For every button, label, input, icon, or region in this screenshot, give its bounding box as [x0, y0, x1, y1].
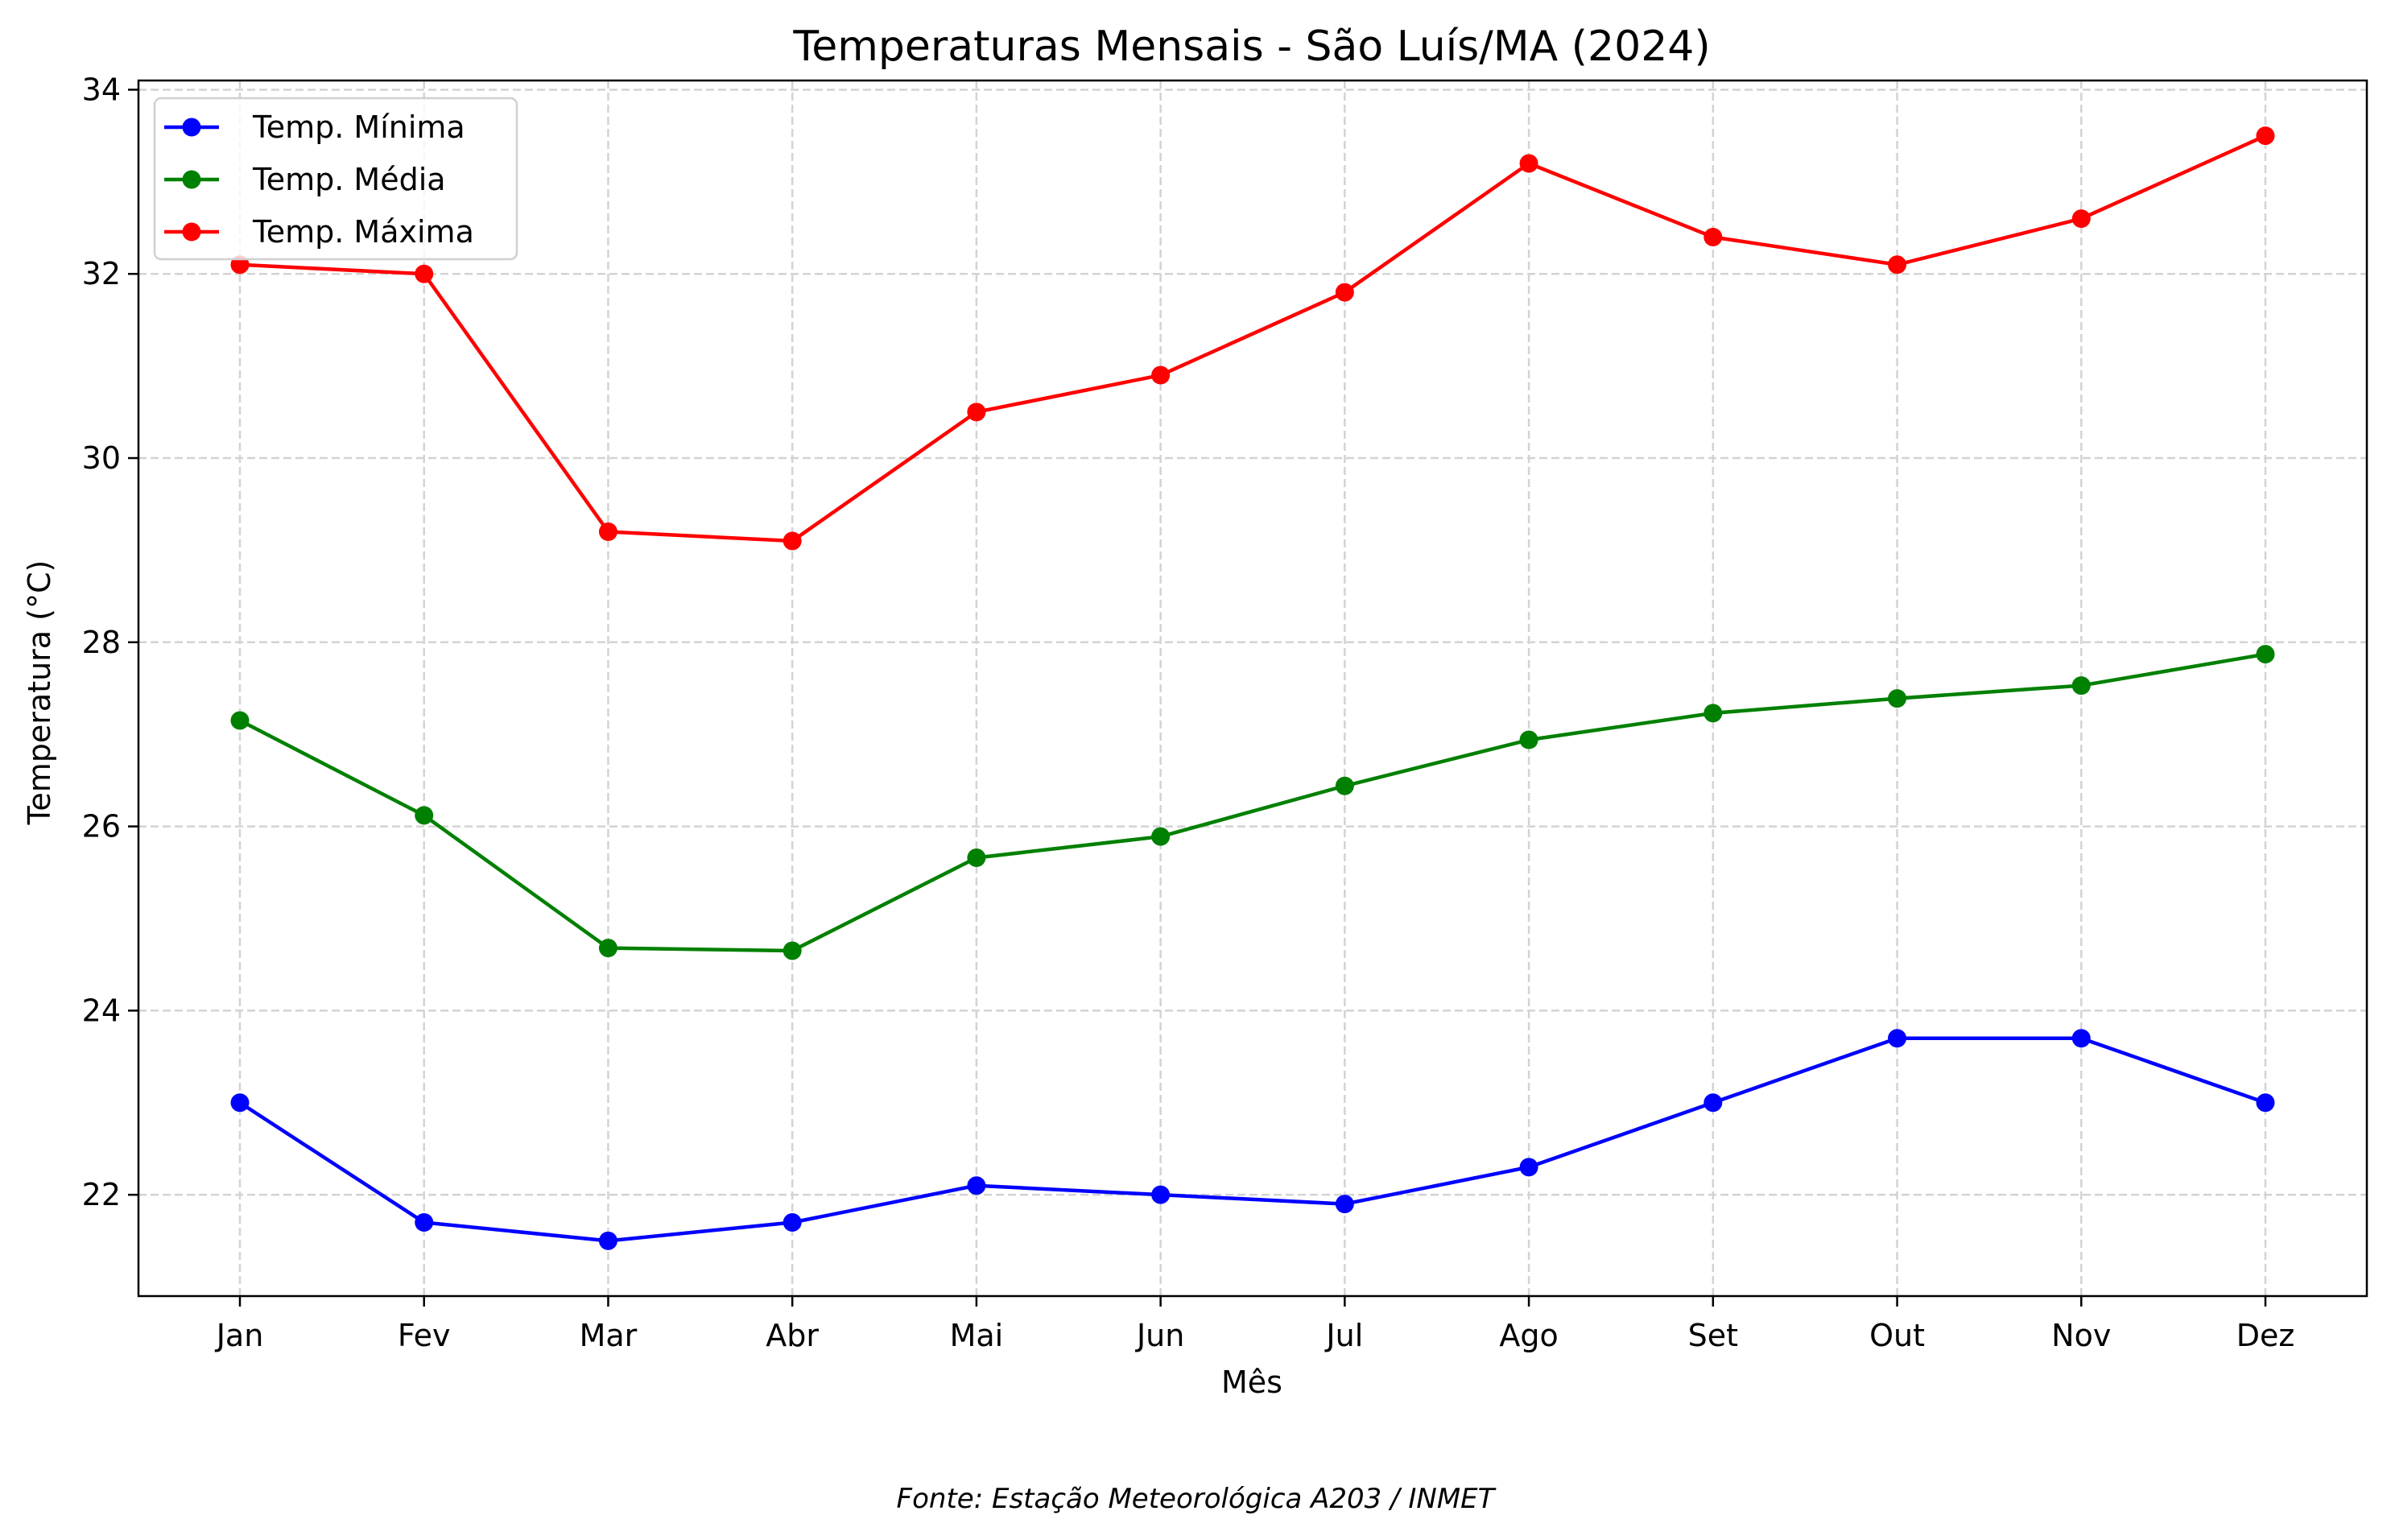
series-line	[238, 652, 2266, 953]
x-tick-label: Dez	[2236, 1318, 2295, 1353]
grid	[138, 81, 2367, 1296]
x-tick-label: Ago	[1499, 1318, 1558, 1353]
x-tick-label: Nov	[2051, 1318, 2111, 1353]
y-tick-label: 26	[82, 809, 121, 844]
chart-title: Temperaturas Mensais - São Luís/MA (2024…	[792, 23, 1710, 71]
data-point	[1519, 730, 1538, 749]
y-tick-label: 34	[82, 72, 121, 107]
y-tick-label: 30	[82, 440, 121, 476]
legend-marker-icon	[182, 170, 201, 189]
legend-item: Temp. Máxima	[164, 214, 474, 250]
x-tick-label: Fev	[398, 1318, 451, 1353]
data-point	[598, 939, 617, 958]
data-point	[2256, 645, 2275, 664]
x-tick-label: Abr	[766, 1318, 819, 1353]
series-maxima	[230, 126, 2275, 551]
legend-marker-icon	[182, 222, 201, 242]
data-point	[1335, 1195, 1354, 1214]
data-point	[1335, 776, 1354, 795]
y-tick-label: 28	[82, 625, 121, 660]
source-note: Fonte: Estação Meteorológica A203 / INME…	[897, 1483, 1497, 1515]
data-point	[1151, 827, 1171, 846]
data-point	[230, 1093, 250, 1113]
data-point	[598, 1231, 617, 1250]
x-tick-label: Out	[1869, 1318, 1925, 1353]
data-point	[415, 1212, 434, 1232]
data-point	[1888, 689, 1907, 708]
data-point	[1519, 1158, 1538, 1177]
legend-marker-icon	[182, 118, 201, 137]
data-point	[967, 403, 986, 422]
x-tick-label: Jan	[215, 1318, 264, 1353]
data-point	[1335, 283, 1354, 302]
data-point	[1703, 227, 1723, 246]
legend-label: Temp. Mínima	[252, 109, 465, 145]
data-point	[2071, 1029, 2091, 1048]
series-media	[230, 645, 2275, 960]
data-point	[1703, 704, 1723, 723]
data-point	[783, 531, 802, 551]
x-tick-label: Jul	[1324, 1318, 1363, 1353]
x-axis: Jan Fev Mar Abr Mai Jun Jul Ago Set Out Nov Dez	[215, 1296, 2295, 1353]
data-point	[1888, 1029, 1907, 1048]
y-tick-label: 32	[82, 256, 121, 291]
y-tick-label: 22	[82, 1177, 121, 1212]
series-line	[239, 134, 2266, 543]
data-point	[598, 522, 617, 542]
plot-frame	[137, 79, 2368, 1298]
series-minima	[230, 1029, 2275, 1250]
x-axis-label: Mês	[1221, 1365, 1282, 1400]
data-point	[1888, 255, 1907, 275]
data-point	[415, 264, 434, 283]
data-point	[2071, 676, 2091, 696]
data-point	[1519, 154, 1538, 173]
data-point	[1703, 1093, 1723, 1113]
data-point	[2071, 209, 2091, 229]
legend-box	[153, 97, 518, 261]
data-point	[783, 941, 802, 960]
data-point	[415, 806, 434, 825]
x-tick-label: Jun	[1135, 1318, 1184, 1353]
data-point	[2256, 1093, 2275, 1113]
legend-item: Temp. Média	[164, 162, 446, 197]
y-axis: 22 24 26 28 30 32 34	[82, 72, 138, 1212]
data-point	[967, 1176, 986, 1195]
data-point	[783, 1212, 802, 1232]
data-point	[230, 711, 250, 730]
legend-label: Temp. Máxima	[252, 214, 474, 250]
legend: Temp. Mínima Temp. Média Temp. Máxima	[153, 97, 518, 261]
y-tick-label: 24	[82, 993, 121, 1028]
legend-label: Temp. Média	[252, 162, 446, 197]
legend-item: Temp. Mínima	[164, 109, 465, 145]
data-point	[1151, 1185, 1171, 1204]
x-tick-label: Set	[1688, 1318, 1738, 1353]
x-tick-label: Mai	[950, 1318, 1004, 1353]
data-point	[2256, 126, 2275, 146]
series-line	[238, 1036, 2266, 1243]
data-point	[1151, 365, 1171, 385]
x-tick-label: Mar	[580, 1318, 638, 1353]
y-axis-label: Temperatura (°C)	[22, 560, 57, 826]
series-layer	[230, 126, 2275, 1250]
data-point	[967, 848, 986, 867]
